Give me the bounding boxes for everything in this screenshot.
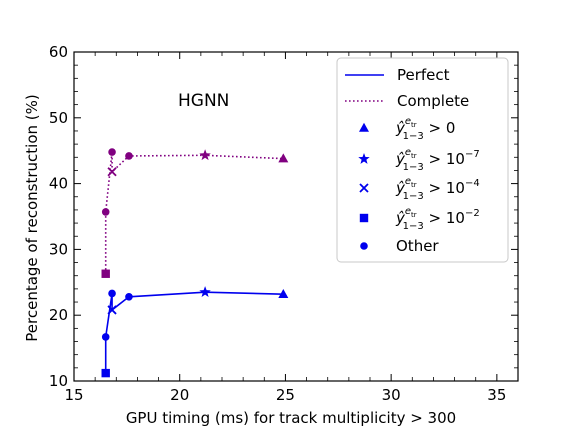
legend-marker-square [359,213,369,223]
legend-item: Other [360,237,439,255]
chart-annotation: HGNN [178,91,229,111]
data-point-triangle [278,288,289,298]
legend-item: Complete [345,92,469,110]
data-point-circle [101,208,110,216]
legend-marker-x [359,183,369,193]
legend-item: ŷetr 1−3 > 0 [359,116,455,142]
data-point-circle [108,148,116,156]
y-axis-label: Percentage of reconstruction (%) [23,94,41,341]
legend-label: Complete [397,92,469,110]
legend-marker-star [358,153,370,164]
series-layer [101,148,289,378]
legend-item: ŷetr 1−3 > 10−2 [359,206,480,232]
legend-label: ŷetr 1−3 > 10−4 [395,176,480,202]
y-tick-label: 30 [49,240,68,258]
legend-label: Other [396,237,439,255]
x-tick-label: 25 [276,386,295,404]
x-axis-label: GPU timing (ms) for track multiplicity >… [126,409,456,427]
series-perfect [101,286,289,378]
axes: 15 20 25 30 35 10 20 30 40 50 60 [49,43,519,404]
legend-box [336,57,509,263]
legend: Perfect Complete ŷetr 1−3 > 0 ŷetr 1−3 > 10−7… [336,57,509,263]
y-tick-label: 10 [49,372,68,390]
series-line [104,291,284,374]
legend-label: ŷetr 1−3 > 10−2 [395,206,480,232]
series-complete [101,148,289,278]
legend-item: Perfect [345,66,450,84]
legend-label: ŷetr 1−3 > 10−7 [395,147,480,173]
legend-label: Perfect [397,66,450,84]
data-point-triangle [278,153,289,163]
legend-marker-circle [360,242,368,250]
legend-item: ŷetr 1−3 > 10−7 [358,147,480,173]
plot-frame [73,51,519,382]
data-point-circle [125,152,133,160]
y-tick-label: 20 [49,306,68,324]
x-tick-label: 30 [382,386,401,404]
data-point-circle [125,292,133,301]
data-point-star [199,286,211,298]
data-point-square [101,269,110,278]
y-tick-label: 50 [49,109,68,127]
data-point-x [107,167,117,177]
x-tick-label: 35 [487,386,506,404]
legend-item: ŷetr 1−3 > 10−4 [359,176,480,202]
y-tick-label: 40 [49,175,68,193]
y-tick-label: 60 [49,43,68,61]
x-tick-label: 20 [170,386,189,404]
data-point-circle [101,333,110,341]
data-point-star [199,149,211,161]
legend-label: ŷetr 1−3 > 0 [395,116,455,142]
legend-marker-triangle [359,122,369,132]
data-point-x [107,305,117,315]
series-line [104,151,284,274]
data-point-circle [108,289,116,298]
x-tick-label: 15 [64,386,83,404]
data-point-square [101,368,110,378]
